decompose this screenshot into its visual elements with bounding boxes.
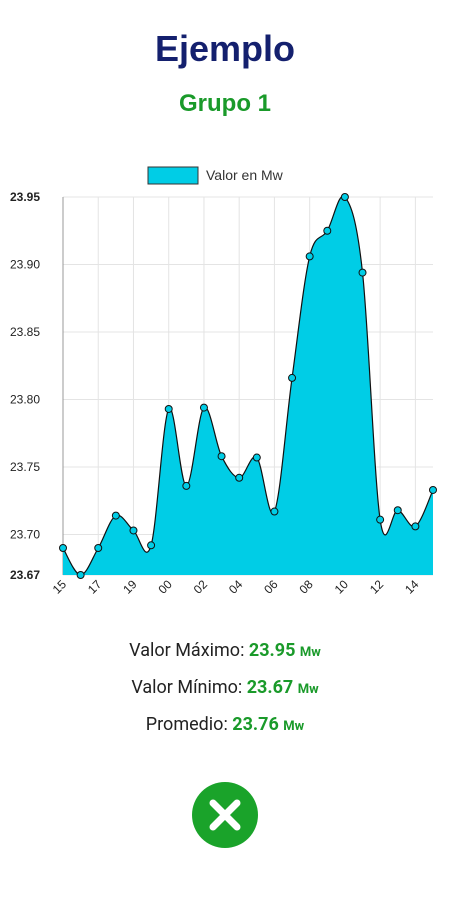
point bbox=[182, 481, 191, 490]
point bbox=[129, 526, 138, 535]
point bbox=[252, 453, 261, 462]
chart: 23.67 23.70 23.75 23.80 23.85 23.90 23.95 15 17 1… bbox=[10, 166, 437, 597]
point bbox=[305, 252, 314, 261]
x-tick-label: 17 bbox=[85, 577, 105, 597]
stat-unit: Mw bbox=[297, 682, 319, 697]
point bbox=[164, 404, 173, 413]
legend-label: Valor en Mw bbox=[206, 167, 284, 183]
point bbox=[235, 473, 244, 482]
x-tick-label: 15 bbox=[50, 577, 70, 597]
stat-row: Valor Mínimo: 23.67 Mw bbox=[0, 677, 450, 698]
y-tick-label: 23.90 bbox=[10, 258, 40, 272]
stat-row: Promedio: 23.76 Mw bbox=[0, 714, 450, 735]
x-tick-label: 04 bbox=[226, 577, 246, 597]
close-button[interactable] bbox=[190, 780, 260, 850]
subtitle: Grupo 1 bbox=[178, 90, 271, 117]
y-tick-label: 23.85 bbox=[10, 325, 40, 339]
x-tick-label: 08 bbox=[296, 577, 316, 597]
point bbox=[340, 193, 349, 201]
point bbox=[288, 373, 297, 382]
stat-label: Promedio: bbox=[145, 714, 228, 735]
close-icon[interactable] bbox=[209, 799, 241, 831]
point bbox=[429, 485, 437, 494]
point bbox=[323, 226, 332, 235]
y-tick-label: 23.80 bbox=[10, 393, 40, 407]
point bbox=[358, 268, 367, 277]
point bbox=[217, 452, 226, 461]
point bbox=[199, 403, 208, 412]
stat-value: 23.76 bbox=[232, 714, 279, 735]
x-tick-label: 00 bbox=[155, 577, 175, 597]
point bbox=[411, 522, 420, 531]
x-tick-label: 12 bbox=[367, 577, 387, 597]
stat-label: Valor Máximo: bbox=[129, 640, 245, 661]
x-tick-label: 10 bbox=[332, 577, 352, 597]
legend-swatch bbox=[147, 166, 199, 185]
stat-label: Valor Mínimo: bbox=[131, 677, 243, 698]
x-tick-label: 02 bbox=[191, 577, 211, 597]
point bbox=[94, 544, 103, 552]
point bbox=[111, 511, 120, 520]
x-tick-label: 06 bbox=[261, 577, 281, 597]
stat-value: 23.67 bbox=[246, 677, 294, 698]
title: Ejemplo bbox=[154, 28, 296, 69]
point bbox=[76, 571, 85, 579]
point bbox=[393, 506, 402, 515]
point bbox=[270, 507, 279, 516]
y-tick-label: 23.67 bbox=[10, 568, 40, 582]
point bbox=[376, 515, 385, 524]
y-tick-label: 23.70 bbox=[10, 528, 40, 542]
y-tick-label: 23.75 bbox=[10, 460, 40, 474]
area bbox=[63, 195, 433, 575]
stat-unit: Mw bbox=[283, 719, 305, 734]
x-tick-label: 19 bbox=[120, 577, 140, 597]
point bbox=[59, 544, 67, 552]
y-tick-label: 23.95 bbox=[10, 190, 40, 204]
stat-unit: Mw bbox=[299, 645, 321, 660]
point bbox=[147, 541, 156, 550]
stat-row: Valor Máximo: 23.95 Mw bbox=[0, 640, 450, 661]
stat-value: 23.95 bbox=[248, 640, 296, 661]
x-tick-label: 14 bbox=[402, 577, 422, 597]
